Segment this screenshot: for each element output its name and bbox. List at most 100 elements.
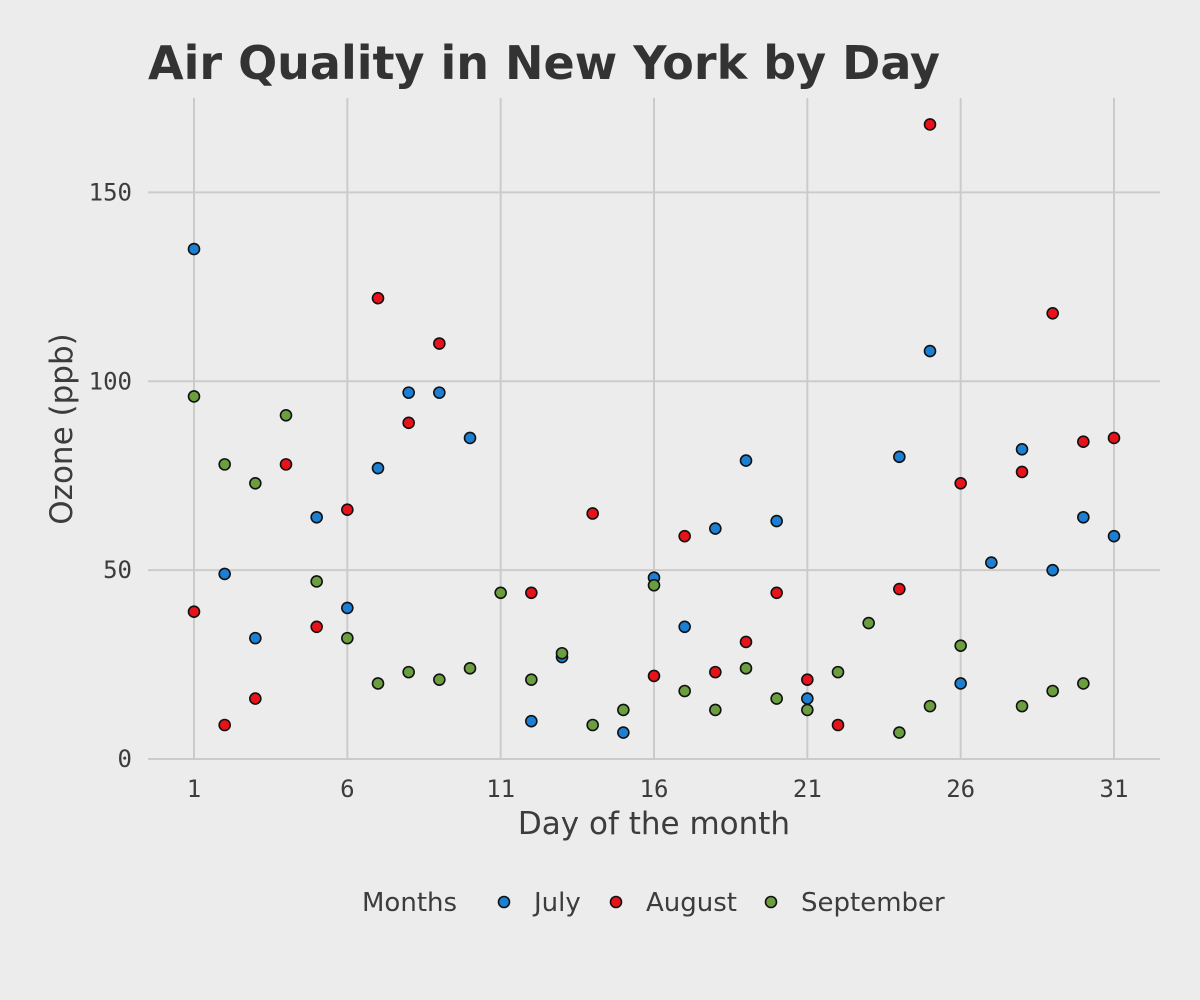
data-point xyxy=(923,699,937,713)
data-point xyxy=(310,575,323,588)
data-point xyxy=(187,605,201,618)
data-point xyxy=(770,692,783,705)
legend-label: September xyxy=(801,888,945,918)
data-point xyxy=(1077,510,1090,524)
legend-marker xyxy=(497,895,511,909)
data-point xyxy=(586,507,599,520)
chart-title: Air Quality in New York by Day xyxy=(148,36,940,90)
data-point xyxy=(647,669,661,683)
data-point xyxy=(893,582,906,596)
x-tick-label: 31 xyxy=(1100,775,1129,803)
data-point xyxy=(1046,684,1059,698)
x-tick-label: 21 xyxy=(793,775,822,803)
data-point xyxy=(249,631,262,645)
legend-marker xyxy=(764,895,778,909)
data-point xyxy=(1046,306,1059,320)
data-point xyxy=(709,703,722,717)
data-point xyxy=(1015,699,1029,713)
data-point xyxy=(801,703,814,717)
data-point xyxy=(893,726,906,739)
data-point xyxy=(831,665,845,679)
data-point xyxy=(525,714,538,728)
x-tick-label: 1 xyxy=(187,775,201,803)
data-point xyxy=(463,662,477,675)
data-point xyxy=(617,703,630,717)
x-axis-ticks: 1 6 11 16 21 26 31 xyxy=(187,775,1129,803)
data-point xyxy=(831,718,845,732)
legend-label: August xyxy=(646,888,737,918)
y-tick-label: 50 xyxy=(103,556,132,584)
series-july xyxy=(187,242,1121,739)
data-point xyxy=(279,458,293,471)
data-point xyxy=(862,616,875,630)
data-point xyxy=(1046,563,1059,577)
data-point xyxy=(709,665,722,679)
data-point xyxy=(1015,465,1029,479)
y-axis-title: Ozone (ppb) xyxy=(44,333,80,524)
data-point xyxy=(555,646,569,660)
x-tick-label: 11 xyxy=(486,775,515,803)
y-tick-label: 0 xyxy=(118,745,132,773)
legend: Months July August September xyxy=(362,888,945,918)
data-point xyxy=(709,522,722,535)
data-point xyxy=(1107,431,1121,445)
data-point xyxy=(494,586,507,600)
legend-label: July xyxy=(532,888,581,918)
data-point xyxy=(739,635,753,649)
data-point xyxy=(893,450,906,464)
data-point xyxy=(739,662,753,675)
data-point xyxy=(402,665,415,679)
data-point xyxy=(249,476,262,490)
data-point xyxy=(310,510,323,524)
data-point xyxy=(1077,677,1090,690)
data-point xyxy=(1107,529,1121,543)
data-point xyxy=(954,476,967,490)
data-points xyxy=(187,118,1121,739)
y-tick-label: 150 xyxy=(89,178,132,206)
data-point xyxy=(770,586,783,600)
data-point xyxy=(433,386,446,399)
data-point xyxy=(279,408,293,422)
data-point xyxy=(249,692,262,705)
data-point xyxy=(923,118,937,131)
data-point xyxy=(218,567,231,581)
x-axis-title: Day of the month xyxy=(518,806,790,842)
data-point xyxy=(433,673,446,686)
x-tick-label: 26 xyxy=(946,775,975,803)
data-point xyxy=(341,631,354,645)
data-point xyxy=(801,692,814,705)
data-point xyxy=(402,416,415,430)
data-point xyxy=(739,454,753,467)
data-point xyxy=(525,586,538,600)
data-point xyxy=(310,620,323,634)
data-point xyxy=(433,337,446,350)
data-point xyxy=(954,677,967,690)
data-point xyxy=(218,458,231,471)
data-point xyxy=(463,431,477,445)
data-point xyxy=(678,684,691,698)
y-tick-label: 100 xyxy=(89,367,132,395)
data-point xyxy=(678,620,691,634)
data-point xyxy=(1077,435,1090,449)
legend-title: Months xyxy=(362,888,457,918)
x-tick-label: 6 xyxy=(340,775,354,803)
data-point xyxy=(1015,442,1029,456)
data-point xyxy=(371,291,385,305)
data-point xyxy=(770,514,783,528)
data-point xyxy=(617,726,630,739)
data-point xyxy=(678,529,691,543)
series-september xyxy=(187,390,1090,739)
data-point xyxy=(341,503,354,517)
data-point xyxy=(187,390,201,403)
y-axis-ticks: 0 50 100 150 xyxy=(89,178,132,773)
data-point xyxy=(371,677,385,690)
data-point xyxy=(647,578,661,592)
data-point xyxy=(923,344,937,358)
legend-marker xyxy=(609,895,623,909)
grid xyxy=(148,98,1160,760)
data-point xyxy=(341,601,354,615)
series-august xyxy=(187,118,1121,732)
data-point xyxy=(371,461,385,475)
data-point xyxy=(985,556,998,569)
data-point xyxy=(586,718,599,732)
